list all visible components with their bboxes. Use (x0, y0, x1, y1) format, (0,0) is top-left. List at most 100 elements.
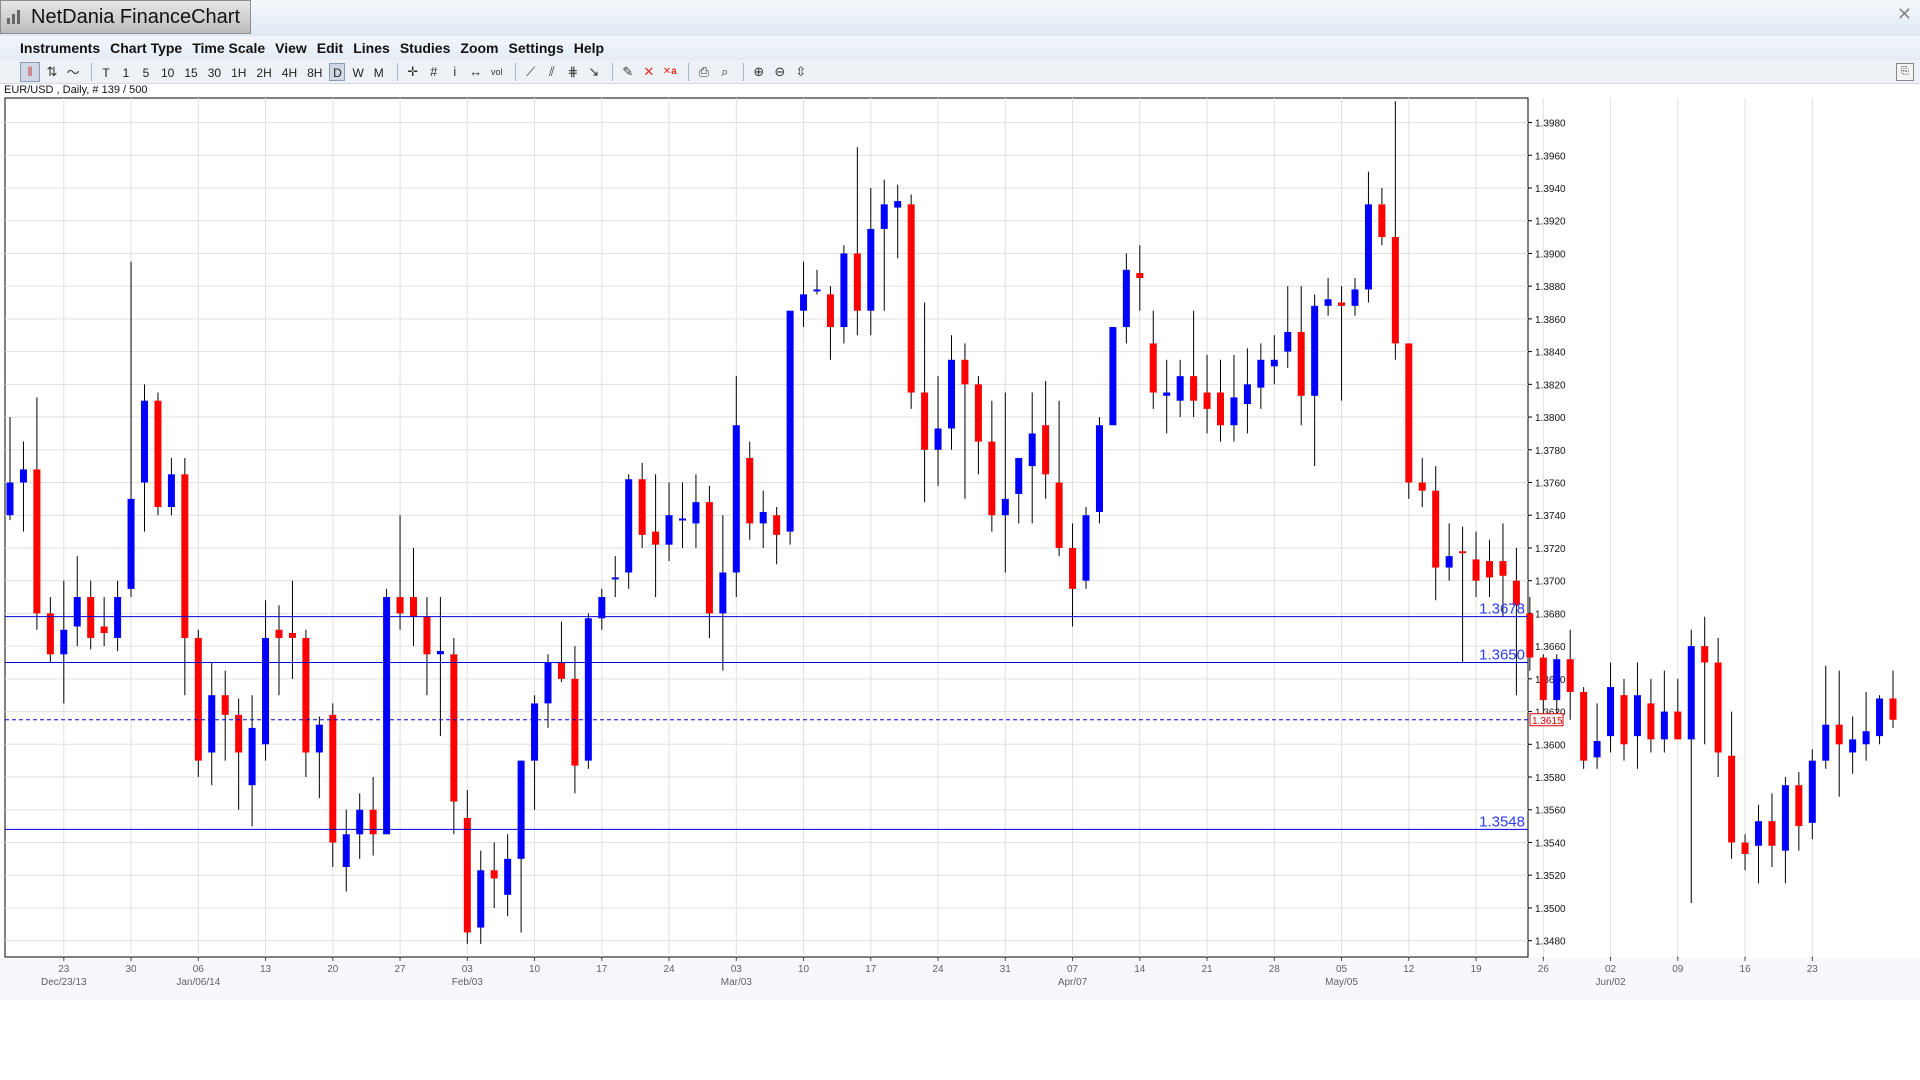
candlestick-chart[interactable]: 1.3480 1.3500 1.3520 1.3540 1.3560 1.3580 1.36… (0, 95, 1920, 1000)
arrow-tool-icon[interactable]: ↘ (588, 63, 600, 79)
zoom-fit-icon[interactable]: ⇳ (795, 63, 807, 79)
y-tick-label: 1.3560 (1535, 806, 1566, 817)
crosshair-icon[interactable]: ✛ (407, 63, 419, 79)
candle-up (1163, 392, 1171, 396)
x-tick-label: 30 (125, 964, 137, 975)
timeframe-button-t[interactable]: T (102, 65, 110, 80)
candle-down (1714, 662, 1722, 753)
candle-up (934, 428, 942, 450)
grid-icon[interactable]: # (430, 64, 438, 79)
timeframe-button-15[interactable]: 15 (184, 65, 198, 80)
candle-down (1526, 613, 1534, 658)
timeframe-button-10[interactable]: 10 (161, 65, 175, 80)
timeframe-button-d[interactable]: D (329, 62, 346, 81)
candle-down (1378, 204, 1386, 238)
timeframe-button-1[interactable]: 1 (122, 65, 130, 80)
volume-icon[interactable]: vol (491, 66, 503, 77)
timeframe-button-30[interactable]: 30 (207, 65, 222, 80)
toolbar-separator (91, 62, 92, 81)
menu-instruments[interactable]: Instruments (20, 40, 101, 56)
print-preview-icon[interactable]: ⌕ (721, 63, 729, 79)
line-type-icon[interactable]: 〜 (66, 65, 80, 80)
toolbar-separator (687, 62, 689, 81)
zoom-out-icon[interactable]: ⊖ (774, 63, 786, 79)
menu-studies[interactable]: Studies (399, 40, 451, 56)
app-tab[interactable]: NetDania FinanceChart (0, 0, 251, 34)
delete-icon[interactable]: ✕ (643, 63, 655, 79)
candle-down (490, 870, 498, 879)
menu-chart-type[interactable]: Chart Type (110, 40, 183, 56)
y-tick-label: 1.3860 (1535, 315, 1566, 326)
timeframe-button-m[interactable]: M (373, 65, 384, 80)
candle-down (154, 400, 162, 508)
fibonacci-icon[interactable]: ⋕ (567, 63, 579, 79)
timeframe-button-5[interactable]: 5 (142, 65, 150, 80)
toolbar-separator (611, 62, 613, 81)
print-icon[interactable]: ⎙ (698, 63, 709, 79)
menu-lines[interactable]: Lines (353, 40, 390, 56)
menu-view[interactable]: View (275, 40, 307, 56)
candle-down (1835, 724, 1843, 745)
level-line-label: 1.3548 (1479, 813, 1525, 830)
timeframe-button-8h[interactable]: 8H (307, 65, 323, 80)
last-price-label: 1.3615 (1532, 716, 1563, 727)
last-price-box (1529, 713, 1564, 727)
plot-area[interactable] (4, 97, 1529, 958)
x-tick-label: 20 (327, 964, 339, 975)
candlestick-type-icon[interactable]: ‖ (20, 61, 40, 82)
timeframe-button-1h[interactable]: 1H (231, 65, 247, 80)
candle-up (732, 425, 740, 573)
timeframe-button-2h[interactable]: 2H (256, 65, 272, 80)
x-tick-label: 13 (260, 964, 272, 975)
candle-up (894, 201, 902, 208)
menu-zoom[interactable]: Zoom (460, 40, 499, 56)
delete-all-icon[interactable]: ✕a (662, 66, 677, 77)
candle-down (1647, 703, 1655, 740)
x-tick-label: 16 (1739, 964, 1751, 975)
candle-down (410, 597, 417, 617)
candle-up (6, 482, 14, 516)
x-tick-label: 06 (193, 964, 205, 975)
y-tick-label: 1.3760 (1535, 479, 1566, 490)
scroll-horizontal-icon[interactable]: ↔ (469, 64, 483, 79)
y-tick-label: 1.3780 (1535, 446, 1566, 457)
trendline-icon[interactable]: ⟋ (526, 63, 536, 79)
candle-up (611, 577, 619, 580)
y-tick-label: 1.3940 (1535, 184, 1566, 195)
window-option-icon[interactable]: ⎘ (1896, 63, 1914, 81)
x-tick-label: 02 (1605, 964, 1617, 975)
channel-icon[interactable]: ⫽ (548, 63, 555, 79)
bar-type-icon[interactable]: ⇅ (46, 63, 58, 79)
y-tick-label: 1.3580 (1535, 773, 1566, 784)
menu-settings[interactable]: Settings (508, 40, 564, 56)
info-icon[interactable]: i (453, 64, 457, 79)
candle-down (1203, 392, 1211, 409)
candle-up (880, 204, 888, 229)
timeframe-button-w[interactable]: W (352, 65, 364, 80)
timeframe-button-4h[interactable]: 4H (281, 65, 298, 80)
x-tick-label: 24 (663, 964, 675, 975)
candle-up (73, 597, 81, 627)
candle-down (1486, 561, 1493, 578)
toolbar-separator (514, 62, 516, 81)
close-icon[interactable]: ✕ (1896, 4, 1912, 24)
menu-help[interactable]: Help (573, 40, 605, 56)
candle-down (329, 714, 337, 843)
candle-up (1243, 384, 1251, 404)
candle-down (46, 613, 54, 655)
candle-up (1553, 659, 1561, 701)
candle-down (181, 474, 189, 638)
y-tick-label: 1.3540 (1535, 838, 1566, 849)
candle-down (1620, 695, 1628, 745)
candle-down (423, 616, 431, 655)
zoom-in-icon[interactable]: ⊕ (753, 63, 765, 79)
candle-down (1741, 842, 1749, 854)
candle-down (1136, 273, 1144, 278)
candle-down (1069, 547, 1077, 589)
menu-edit[interactable]: Edit (316, 40, 344, 56)
pen-icon[interactable]: ✎ (622, 63, 634, 79)
menu-time-scale[interactable]: Time Scale (192, 40, 266, 56)
x-tick-label: 12 (1403, 964, 1415, 975)
candle-up (60, 629, 68, 655)
y-tick-label: 1.3660 (1535, 642, 1566, 653)
